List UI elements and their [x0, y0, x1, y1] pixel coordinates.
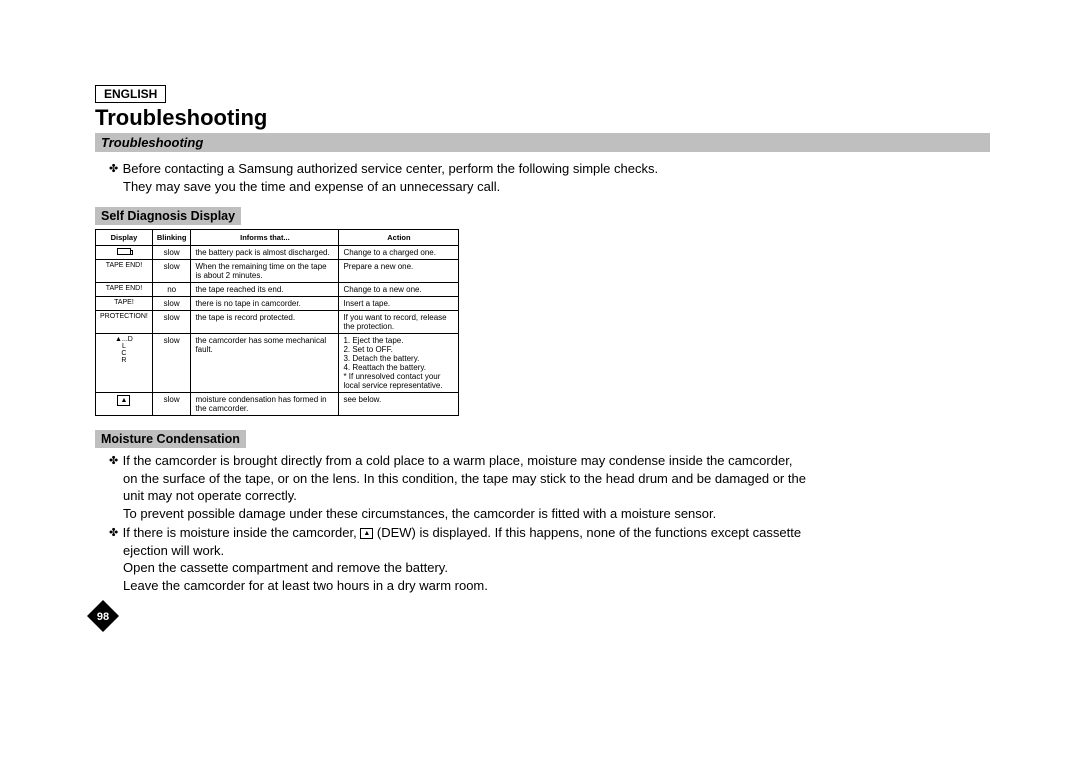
clover-bullet-icon: ✤	[109, 162, 119, 177]
self-diagnosis-heading: Self Diagnosis Display	[95, 207, 241, 225]
page-number: 98	[97, 611, 109, 623]
moisture-heading: Moisture Condensation	[95, 430, 246, 448]
table-row: slowthe battery pack is almost discharge…	[96, 246, 459, 260]
intro-line1: Before contacting a Samsung authorized s…	[123, 161, 658, 176]
table-row: ▲...D L C Rslowthe camcorder has some me…	[96, 334, 459, 393]
moisture-line: on the surface of the tape, or on the le…	[123, 471, 806, 486]
table-row: PROTECTION!slowthe tape is record protec…	[96, 311, 459, 334]
cell-action: Change to a charged one.	[339, 246, 459, 260]
moisture-line: Leave the camcorder for at least two hou…	[123, 578, 488, 593]
cell-display: TAPE END!	[96, 283, 153, 297]
cell-blinking: slow	[152, 297, 191, 311]
col-display: Display	[96, 230, 153, 246]
battery-icon	[117, 248, 131, 255]
moisture-text: ✤ If the camcorder is brought directly f…	[109, 452, 990, 594]
cell-blinking: slow	[152, 393, 191, 416]
cell-action: see below.	[339, 393, 459, 416]
cell-informs: there is no tape in camcorder.	[191, 297, 339, 311]
cell-display	[96, 246, 153, 260]
cell-informs: the battery pack is almost discharged.	[191, 246, 339, 260]
moisture-line: If there is moisture inside the camcorde…	[123, 525, 361, 540]
table-row: TAPE END!slowWhen the remaining time on …	[96, 260, 459, 283]
cell-action: 1. Eject the tape. 2. Set to OFF. 3. Det…	[339, 334, 459, 393]
manual-page: ENGLISH Troubleshooting Troubleshooting …	[0, 0, 1080, 763]
cell-display: PROTECTION!	[96, 311, 153, 334]
cell-display: ▲	[96, 393, 153, 416]
moisture-line: To prevent possible damage under these c…	[123, 506, 716, 521]
cell-informs: the tape is record protected.	[191, 311, 339, 334]
cell-display: ▲...D L C R	[96, 334, 153, 393]
moisture-line: ejection will work.	[123, 543, 224, 558]
cell-action: Prepare a new one.	[339, 260, 459, 283]
cell-blinking: slow	[152, 311, 191, 334]
dew-icon: ▲	[360, 528, 373, 539]
intro-text: ✤ Before contacting a Samsung authorized…	[109, 160, 990, 195]
col-informs: Informs that...	[191, 230, 339, 246]
cell-action: If you want to record, release the prote…	[339, 311, 459, 334]
cell-informs: When the remaining time on the tape is a…	[191, 260, 339, 283]
section-heading: Troubleshooting	[95, 133, 990, 152]
col-action: Action	[339, 230, 459, 246]
table-row: TAPE END!nothe tape reached its end.Chan…	[96, 283, 459, 297]
page-number-badge: 98	[86, 599, 120, 633]
language-label: ENGLISH	[95, 85, 166, 103]
cell-display: TAPE END!	[96, 260, 153, 283]
table-row: ▲ slowmoisture condensation has formed in…	[96, 393, 459, 416]
table-header-row: Display Blinking Informs that... Action	[96, 230, 459, 246]
col-blinking: Blinking	[152, 230, 191, 246]
dew-icon: ▲	[117, 395, 130, 406]
clover-bullet-icon: ✤	[109, 454, 119, 469]
cell-action: Insert a tape.	[339, 297, 459, 311]
cell-informs: the camcorder has some mechanical fault.	[191, 334, 339, 393]
cell-blinking: slow	[152, 260, 191, 283]
moisture-line: (DEW) is displayed. If this happens, non…	[373, 525, 801, 540]
moisture-line: unit may not operate correctly.	[123, 488, 297, 503]
intro-line2: They may save you the time and expense o…	[123, 179, 500, 194]
cell-blinking: no	[152, 283, 191, 297]
page-title: Troubleshooting	[95, 105, 990, 131]
cell-display: TAPE!	[96, 297, 153, 311]
moisture-line: Open the cassette compartment and remove…	[123, 560, 448, 575]
cell-informs: the tape reached its end.	[191, 283, 339, 297]
cell-informs: moisture condensation has formed in the …	[191, 393, 339, 416]
self-diagnosis-table: Display Blinking Informs that... Action …	[95, 229, 459, 416]
clover-bullet-icon: ✤	[109, 526, 119, 541]
moisture-line: If the camcorder is brought directly fro…	[123, 453, 793, 468]
cell-blinking: slow	[152, 334, 191, 393]
cell-blinking: slow	[152, 246, 191, 260]
table-row: TAPE!slowthere is no tape in camcorder.I…	[96, 297, 459, 311]
cell-action: Change to a new one.	[339, 283, 459, 297]
